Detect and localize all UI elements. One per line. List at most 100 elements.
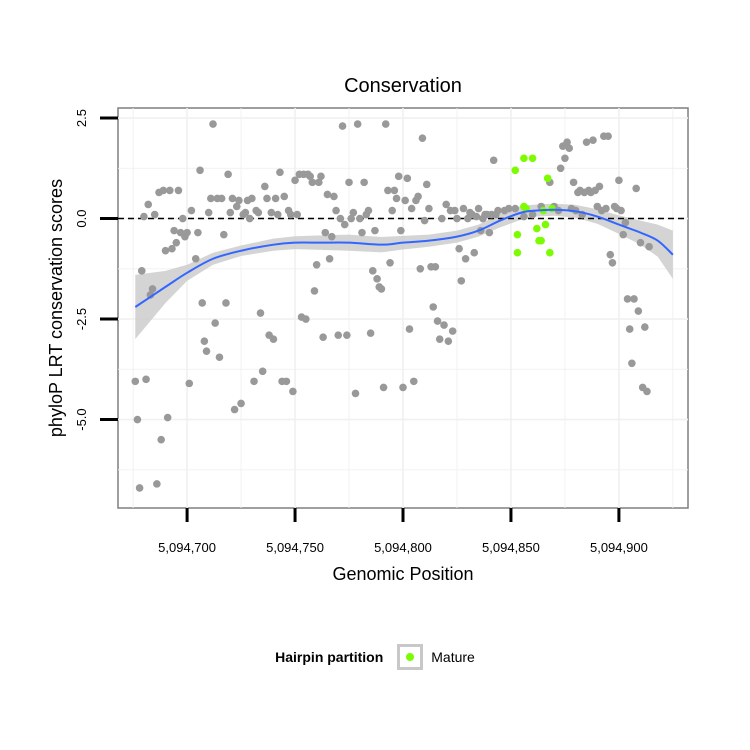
data-point	[453, 214, 461, 223]
data-point	[271, 194, 280, 203]
x-tick-label: 5,094,850	[482, 540, 540, 555]
data-point	[250, 377, 258, 386]
y-axis-label: phyloP LRT conservation scores	[46, 179, 66, 437]
x-tick-label: 5,094,700	[158, 540, 216, 555]
data-point	[222, 299, 230, 307]
data-point	[228, 194, 237, 203]
data-point	[302, 315, 310, 323]
data-point	[528, 210, 537, 219]
data-point	[617, 206, 625, 215]
data-point	[351, 389, 360, 398]
data-point	[602, 204, 610, 213]
data-point	[397, 226, 405, 235]
data-point	[520, 212, 528, 221]
data-point	[174, 186, 183, 195]
data-point	[291, 176, 299, 185]
legend-label-mature: Mature	[431, 649, 475, 665]
mature-point	[543, 174, 552, 183]
confidence-band	[135, 203, 673, 340]
y-axis-ticks: 2.5 0.0 -2.5 -5.0	[74, 109, 118, 431]
data-point	[504, 204, 513, 213]
data-point	[135, 484, 144, 492]
data-point	[263, 194, 271, 203]
data-point	[286, 210, 295, 219]
data-point	[379, 383, 388, 392]
legend-dot-icon	[406, 653, 415, 661]
data-point	[293, 210, 302, 219]
data-point	[366, 329, 375, 337]
data-point	[485, 228, 494, 237]
data-point	[202, 347, 211, 356]
data-point	[643, 387, 651, 396]
data-point	[245, 214, 254, 223]
data-point	[563, 138, 571, 146]
x-tick-label: 5,094,800	[374, 540, 432, 555]
data-point	[330, 192, 338, 201]
data-point	[280, 192, 289, 201]
data-point	[472, 212, 481, 221]
data-point	[595, 182, 604, 191]
data-point	[200, 337, 209, 345]
data-point	[511, 204, 520, 213]
data-point	[306, 172, 314, 181]
data-point	[403, 174, 412, 183]
data-point	[157, 435, 165, 444]
data-point	[416, 265, 425, 273]
data-point	[215, 353, 224, 362]
legend: Hairpin partition Mature	[0, 630, 750, 684]
data-point	[325, 254, 334, 263]
data-point	[625, 325, 634, 333]
data-point	[615, 176, 623, 185]
data-point	[440, 321, 448, 329]
data-point	[489, 156, 498, 165]
data-point	[137, 267, 146, 275]
data-point	[422, 180, 431, 189]
data-point	[230, 405, 239, 414]
data-point	[431, 262, 440, 271]
data-point	[159, 186, 168, 195]
data-point	[569, 178, 578, 187]
data-point	[148, 285, 157, 293]
data-point	[172, 238, 181, 247]
data-point	[368, 267, 377, 275]
data-point	[336, 214, 345, 223]
mature-point	[546, 248, 554, 257]
data-point	[418, 134, 427, 142]
data-point	[608, 258, 617, 267]
y-tick-label: 0.0	[74, 210, 89, 228]
data-point	[461, 254, 470, 263]
data-point	[392, 194, 401, 203]
data-point	[310, 287, 319, 295]
data-point	[140, 212, 148, 221]
mature-point	[511, 166, 520, 175]
chart-title: Conservation	[344, 75, 462, 97]
data-point	[474, 204, 483, 213]
data-point	[448, 327, 457, 335]
data-point	[405, 325, 414, 333]
x-axis-ticks: 5,094,700 5,094,750 5,094,800 5,094,850 5,09…	[158, 508, 648, 555]
data-point	[232, 202, 241, 211]
grid-lines	[118, 108, 688, 508]
data-point	[623, 295, 632, 303]
data-point	[161, 246, 170, 255]
data-point	[388, 206, 397, 215]
data-point	[409, 377, 418, 386]
data-point	[438, 214, 446, 223]
data-point	[217, 194, 226, 203]
data-point	[459, 204, 468, 213]
data-point	[561, 154, 569, 163]
data-point	[381, 120, 390, 128]
data-point	[273, 210, 282, 219]
data-point	[358, 228, 366, 237]
y-tick-label: -5.0	[74, 408, 89, 430]
data-point	[384, 186, 392, 195]
data-point	[636, 238, 645, 247]
data-point	[256, 309, 265, 317]
data-point	[399, 383, 407, 392]
smooth-line	[134, 208, 674, 308]
data-point	[433, 317, 442, 325]
data-point	[282, 377, 291, 386]
data-point	[267, 208, 276, 217]
data-point	[338, 122, 347, 130]
